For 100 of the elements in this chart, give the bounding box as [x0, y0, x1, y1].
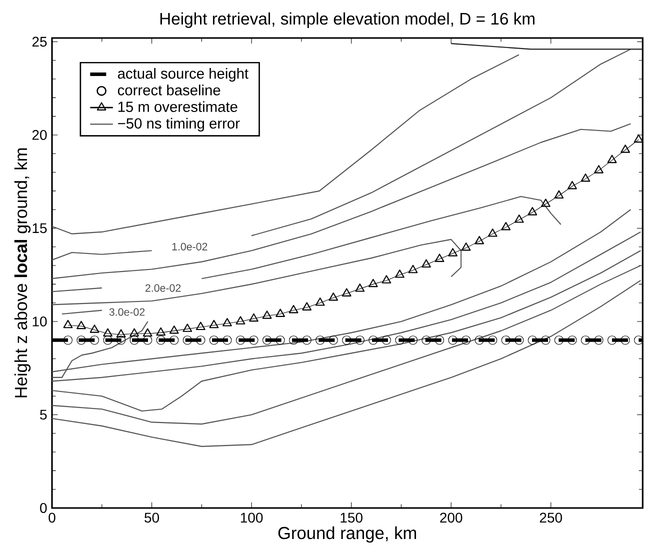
point — [302, 336, 312, 345]
point — [355, 284, 365, 292]
point — [580, 173, 590, 182]
point — [169, 325, 179, 334]
point — [514, 336, 524, 345]
x-tick-label: 50 — [144, 512, 160, 523]
point — [474, 236, 484, 244]
line-series — [52, 238, 462, 306]
point — [182, 336, 192, 345]
point — [328, 292, 338, 301]
point — [408, 264, 418, 274]
point — [103, 328, 112, 337]
point — [408, 336, 418, 345]
annotation: 2.0e-02 — [146, 284, 181, 292]
point — [488, 336, 498, 345]
point — [568, 180, 577, 190]
point — [170, 336, 179, 345]
point — [209, 336, 218, 345]
legend-label: −50 ns timing error — [118, 118, 240, 132]
point — [276, 308, 285, 317]
point — [568, 336, 577, 345]
point — [196, 322, 206, 330]
point — [620, 144, 630, 153]
point — [554, 336, 564, 345]
annotation: 1.0e-02 — [172, 242, 208, 250]
point — [116, 336, 126, 345]
point — [315, 298, 325, 306]
point — [541, 198, 550, 207]
point — [608, 336, 617, 345]
legend-label: correct baseline — [118, 84, 220, 96]
y-tick-label: 20 — [32, 130, 47, 140]
chart-title: Height retrieval, simple elevation model, D = 16 km — [160, 12, 534, 28]
point — [289, 336, 298, 345]
point — [342, 336, 352, 345]
point — [222, 336, 232, 345]
point — [130, 328, 140, 337]
point — [76, 320, 86, 330]
point — [90, 324, 100, 333]
point — [63, 336, 72, 345]
legend-label: actual source height — [118, 68, 248, 82]
point — [316, 336, 325, 345]
point — [143, 336, 152, 345]
x-tick-label: 100 — [240, 512, 263, 523]
point — [461, 242, 471, 251]
point — [222, 318, 232, 326]
point — [156, 336, 166, 345]
point — [142, 328, 152, 337]
point — [328, 336, 338, 345]
point — [620, 336, 630, 345]
point — [130, 336, 139, 345]
point — [249, 336, 258, 345]
point — [514, 214, 524, 223]
point — [395, 336, 404, 345]
point — [355, 336, 364, 345]
point — [90, 336, 100, 345]
x-tick-label: 250 — [540, 512, 562, 523]
point — [288, 304, 298, 314]
point — [422, 259, 431, 268]
point — [276, 336, 285, 345]
y-axis-title: Height z above local ground, km — [14, 148, 31, 398]
point — [182, 324, 192, 332]
point — [262, 336, 272, 345]
point — [156, 327, 166, 336]
y-tick-label: 10 — [32, 316, 47, 326]
point — [528, 207, 538, 216]
point — [236, 336, 246, 345]
point — [474, 336, 484, 345]
point — [448, 248, 458, 256]
x-tick-label: 150 — [340, 512, 362, 523]
point — [302, 302, 312, 310]
y-tick-label: 15 — [32, 223, 47, 234]
x-axis-title: Ground range, km — [278, 526, 416, 543]
legend-label: 15 m overestimate — [118, 101, 238, 112]
point — [249, 313, 258, 322]
point — [103, 336, 112, 345]
x-tick-label: 200 — [440, 512, 462, 523]
y-tick-label: 25 — [32, 36, 47, 47]
point — [422, 336, 431, 345]
point — [501, 222, 511, 230]
point — [594, 165, 604, 174]
point — [116, 329, 126, 338]
point — [236, 316, 246, 324]
line-series — [52, 280, 642, 447]
point — [541, 336, 550, 345]
point — [501, 336, 510, 345]
point — [382, 275, 392, 284]
line-series — [52, 250, 642, 412]
point — [434, 336, 444, 345]
point — [434, 254, 444, 262]
point — [448, 336, 458, 345]
point — [634, 134, 644, 143]
line-series — [52, 231, 642, 382]
y-tick-label: 0 — [40, 503, 47, 513]
x-tick-label: 0 — [48, 512, 56, 523]
annotation: 3.0e-02 — [109, 308, 145, 316]
point — [382, 336, 391, 345]
point — [262, 310, 272, 319]
point — [594, 336, 604, 345]
point — [554, 190, 564, 199]
point — [528, 336, 537, 345]
